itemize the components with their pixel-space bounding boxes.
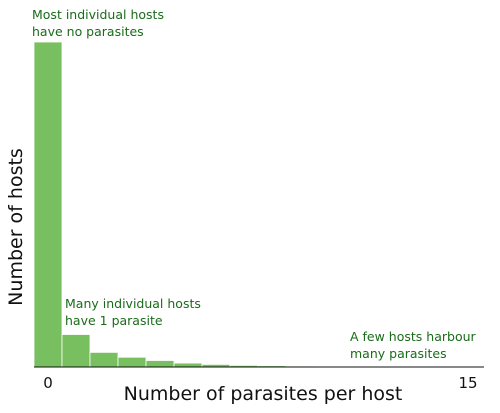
annotation-1-line-2: have no parasites [32,24,144,39]
bar-1 [61,334,91,368]
annotation-1-line-1: Most individual hosts [32,7,164,22]
annotation-3: A few hosts harbour many parasites [350,329,477,361]
x-ticks-group: 0 15 [43,374,477,392]
annotation-2-line-2: have 1 parasite [65,313,163,328]
bar-2 [89,351,119,368]
annotation-3-line-1: A few hosts harbour [350,329,477,344]
x-tick-label-0: 0 [43,374,53,392]
bar-5 [173,362,203,368]
bar-0 [33,41,63,368]
annotation-3-line-2: many parasites [350,346,447,361]
annotations-group: Most individual hosts have no parasites Ma… [32,7,477,361]
annotation-1: Most individual hosts have no parasites [32,7,164,39]
x-tick-label-15: 15 [458,374,477,392]
bar-4 [145,360,175,368]
annotation-2-line-1: Many individual hosts [65,296,201,311]
bars-group [33,41,455,368]
bar-3 [117,356,147,368]
annotation-2: Many individual hosts have 1 parasite [65,296,201,328]
y-axis-label: Number of hosts [5,148,27,306]
x-axis-label: Number of parasites per host [124,383,403,405]
